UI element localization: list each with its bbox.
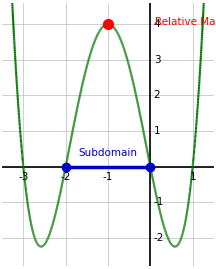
Text: 4: 4	[154, 19, 160, 29]
Text: Subdomain: Subdomain	[78, 148, 138, 158]
Text: -1: -1	[154, 197, 164, 207]
Text: 2: 2	[154, 90, 160, 100]
Text: 3: 3	[154, 55, 160, 65]
Text: -2: -2	[154, 233, 164, 243]
Text: -1: -1	[103, 172, 113, 182]
Text: 1: 1	[189, 172, 196, 182]
Text: 1: 1	[154, 126, 160, 136]
Text: -2: -2	[60, 172, 71, 182]
Text: Relative Maximum: Relative Maximum	[156, 17, 216, 27]
Text: -3: -3	[18, 172, 29, 182]
